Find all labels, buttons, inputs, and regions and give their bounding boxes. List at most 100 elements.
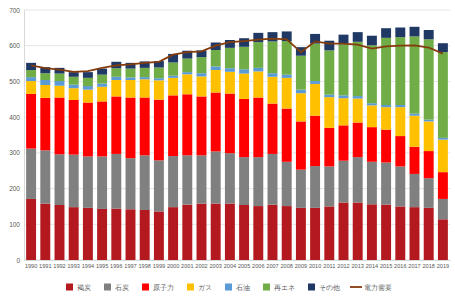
x-tick: 2019 bbox=[437, 260, 449, 269]
bar bbox=[225, 68, 235, 72]
x-tick-label: 2003 bbox=[209, 263, 221, 269]
bar bbox=[367, 103, 377, 105]
bar bbox=[310, 166, 320, 208]
bar bbox=[324, 166, 334, 206]
legend-item: 再エネ bbox=[263, 284, 295, 292]
bar bbox=[410, 174, 420, 207]
legend-label: 再エネ bbox=[274, 284, 295, 292]
bar bbox=[239, 69, 249, 73]
bar bbox=[69, 88, 79, 100]
x-tick-label: 1990 bbox=[25, 263, 37, 269]
y-tick-label: 300 bbox=[9, 149, 20, 156]
bar bbox=[395, 107, 405, 136]
bar bbox=[353, 123, 363, 158]
x-tick-label: 2001 bbox=[181, 263, 193, 269]
x-tick: 2012 bbox=[337, 260, 349, 269]
legend-label: ガス bbox=[198, 284, 212, 292]
bar bbox=[26, 199, 36, 260]
legend-label: 石炭 bbox=[115, 284, 129, 292]
bar bbox=[111, 154, 121, 209]
legend-item: 褐炭 bbox=[66, 284, 91, 292]
bar bbox=[324, 97, 334, 128]
legend-symbol bbox=[350, 286, 362, 288]
bar bbox=[140, 79, 150, 97]
bar bbox=[69, 77, 79, 85]
legend-symbol bbox=[142, 284, 149, 291]
bar bbox=[282, 206, 292, 260]
bar bbox=[324, 128, 334, 167]
legend-item: その他 bbox=[308, 284, 340, 292]
bar bbox=[353, 32, 363, 42]
bar bbox=[324, 95, 334, 98]
bar bbox=[438, 140, 448, 173]
bar bbox=[97, 209, 107, 260]
bar bbox=[395, 105, 405, 107]
plot: 0100200300400500600700199019911992199319… bbox=[9, 7, 450, 269]
bar bbox=[197, 204, 207, 260]
bar bbox=[126, 69, 136, 78]
bar bbox=[424, 120, 434, 122]
bar bbox=[310, 116, 320, 166]
bar bbox=[381, 163, 391, 205]
y-tick: 0 bbox=[16, 257, 24, 264]
bar bbox=[126, 98, 136, 159]
bar bbox=[211, 204, 221, 260]
bar bbox=[339, 125, 349, 160]
grid-line bbox=[24, 10, 450, 11]
x-tick: 1990 bbox=[25, 260, 37, 269]
chart: 0100200300400500600700199019911992199319… bbox=[0, 0, 455, 296]
x-tick: 2002 bbox=[195, 260, 207, 269]
bar bbox=[225, 48, 235, 68]
bar bbox=[410, 27, 420, 37]
bar bbox=[367, 127, 377, 162]
x-tick: 2003 bbox=[209, 260, 221, 269]
y-tick-label: 0 bbox=[16, 257, 20, 264]
bar bbox=[225, 153, 235, 203]
bar bbox=[40, 204, 50, 260]
legend-symbol bbox=[66, 284, 73, 291]
bar bbox=[310, 84, 320, 116]
x-tick: 2010 bbox=[309, 260, 321, 269]
bar bbox=[353, 42, 363, 96]
x-tick: 1998 bbox=[138, 260, 150, 269]
bar bbox=[55, 86, 65, 98]
bar bbox=[381, 38, 391, 105]
bar bbox=[253, 71, 263, 97]
bar bbox=[225, 94, 235, 154]
bar bbox=[282, 162, 292, 206]
legend-label: 電力需要 bbox=[364, 284, 392, 292]
bar bbox=[168, 63, 178, 76]
x-tick-label: 2018 bbox=[422, 263, 434, 269]
bar bbox=[253, 68, 263, 72]
x-tick-label: 1996 bbox=[110, 263, 122, 269]
bar bbox=[83, 103, 93, 157]
x-tick-label: 2006 bbox=[252, 263, 264, 269]
bar bbox=[83, 156, 93, 207]
bar bbox=[310, 208, 320, 260]
x-tick-label: 2004 bbox=[224, 263, 236, 269]
bar bbox=[211, 50, 221, 66]
bar bbox=[211, 93, 221, 152]
bar bbox=[438, 52, 448, 138]
bar bbox=[140, 77, 150, 79]
x-tick: 2015 bbox=[380, 260, 392, 269]
bar bbox=[353, 96, 363, 99]
x-tick: 1992 bbox=[53, 260, 65, 269]
y-tick: 500 bbox=[9, 78, 24, 85]
bar bbox=[438, 172, 448, 199]
x-tick: 1994 bbox=[82, 260, 94, 269]
bar bbox=[197, 96, 207, 155]
demand-line bbox=[31, 39, 443, 72]
bar bbox=[395, 136, 405, 166]
y-tick-label: 600 bbox=[9, 42, 20, 49]
x-tick-label: 2000 bbox=[167, 263, 179, 269]
bar bbox=[69, 85, 79, 89]
x-tick: 1997 bbox=[124, 260, 136, 269]
x-tick-label: 2017 bbox=[408, 263, 420, 269]
bar bbox=[367, 204, 377, 260]
bar bbox=[310, 81, 320, 84]
bar bbox=[154, 160, 164, 211]
legend-item: 原子力 bbox=[142, 284, 174, 292]
bar bbox=[40, 80, 50, 85]
bar bbox=[395, 166, 405, 206]
